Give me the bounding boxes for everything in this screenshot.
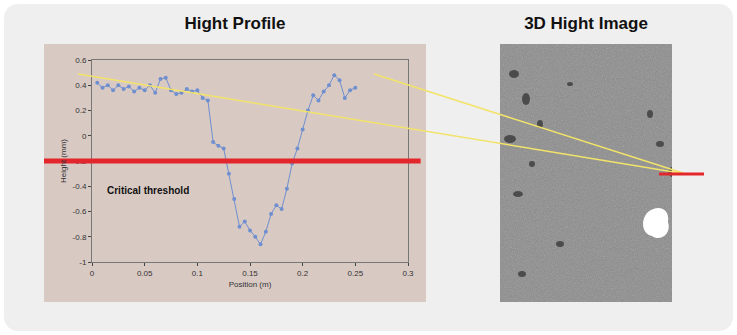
svg-text:0.4: 0.4 xyxy=(75,81,87,90)
svg-text:0.1: 0.1 xyxy=(192,269,204,278)
html-text:Hight Profile: Hight Profile xyxy=(184,14,286,33)
svg-text:0.3: 0.3 xyxy=(402,269,414,278)
svg-text:-0.4: -0.4 xyxy=(73,182,87,191)
html-text:3D Hight Image: 3D Hight Image xyxy=(524,14,648,33)
svg-text:-0.2: -0.2 xyxy=(73,157,87,166)
svg-text:Critical threshold: Critical threshold xyxy=(107,185,189,196)
svg-text:0.2: 0.2 xyxy=(297,269,309,278)
svg-text:0.6: 0.6 xyxy=(75,56,87,65)
svg-text:Position (m): Position (m) xyxy=(229,280,272,289)
svg-text:0: 0 xyxy=(82,132,87,141)
svg-text:0.15: 0.15 xyxy=(242,269,258,278)
svg-text:-0.6: -0.6 xyxy=(73,207,87,216)
svg-text:-1: -1 xyxy=(79,258,87,267)
svg-text:0.05: 0.05 xyxy=(137,269,153,278)
svg-text:-0.8: -0.8 xyxy=(73,233,87,242)
svg-text:0.2: 0.2 xyxy=(75,106,87,115)
svg-text:Height (mm): Height (mm) xyxy=(59,139,68,183)
svg-text:0.25: 0.25 xyxy=(348,269,364,278)
svg-text:0: 0 xyxy=(90,269,95,278)
